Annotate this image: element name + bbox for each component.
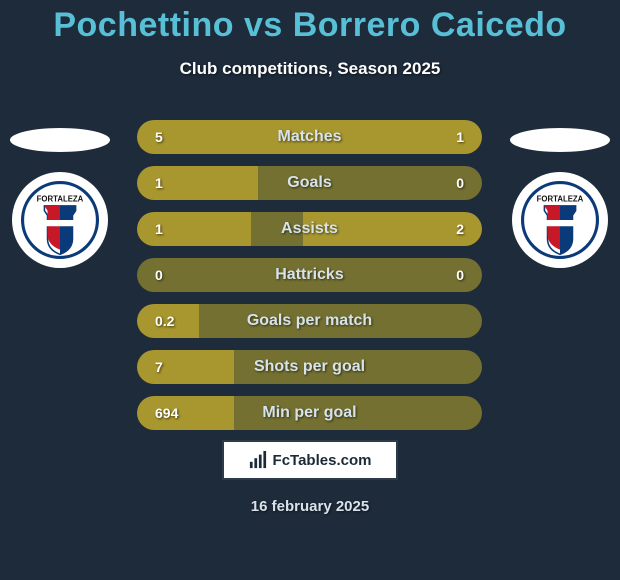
stat-row: 00Hattricks	[137, 258, 482, 292]
stat-label: Hattricks	[137, 258, 482, 292]
bar-chart-icon	[249, 451, 267, 469]
club-crest-left: FORTALEZA	[12, 172, 108, 268]
stat-label: Matches	[137, 120, 482, 154]
stat-label: Min per goal	[137, 396, 482, 430]
brand-text: FcTables.com	[273, 452, 372, 469]
player-right-shadow	[510, 128, 610, 152]
stat-label: Goals	[137, 166, 482, 200]
stat-row: 0.2Goals per match	[137, 304, 482, 338]
date-text: 16 february 2025	[0, 498, 620, 515]
comparison-infographic: Pochettino vs Borrero Caicedo Club compe…	[0, 0, 620, 580]
shield-icon: FORTALEZA	[21, 181, 99, 259]
brand-badge: FcTables.com	[222, 440, 398, 480]
shield-icon: FORTALEZA	[521, 181, 599, 259]
stat-row: 12Assists	[137, 212, 482, 246]
club-crest-right: FORTALEZA	[512, 172, 608, 268]
subtitle: Club competitions, Season 2025	[0, 59, 620, 79]
stat-label: Shots per goal	[137, 350, 482, 384]
stat-row: 51Matches	[137, 120, 482, 154]
crest-text: FORTALEZA	[537, 194, 584, 203]
stat-label: Assists	[137, 212, 482, 246]
stat-row: 694Min per goal	[137, 396, 482, 430]
player-left-shadow	[10, 128, 110, 152]
page-title: Pochettino vs Borrero Caicedo	[0, 0, 620, 45]
stat-row: 7Shots per goal	[137, 350, 482, 384]
crest-text: FORTALEZA	[37, 194, 84, 203]
stat-label: Goals per match	[137, 304, 482, 338]
stat-row: 10Goals	[137, 166, 482, 200]
stats-rows: 51Matches 10Goals 12Assists 00Hattricks 0.2G…	[137, 120, 482, 442]
